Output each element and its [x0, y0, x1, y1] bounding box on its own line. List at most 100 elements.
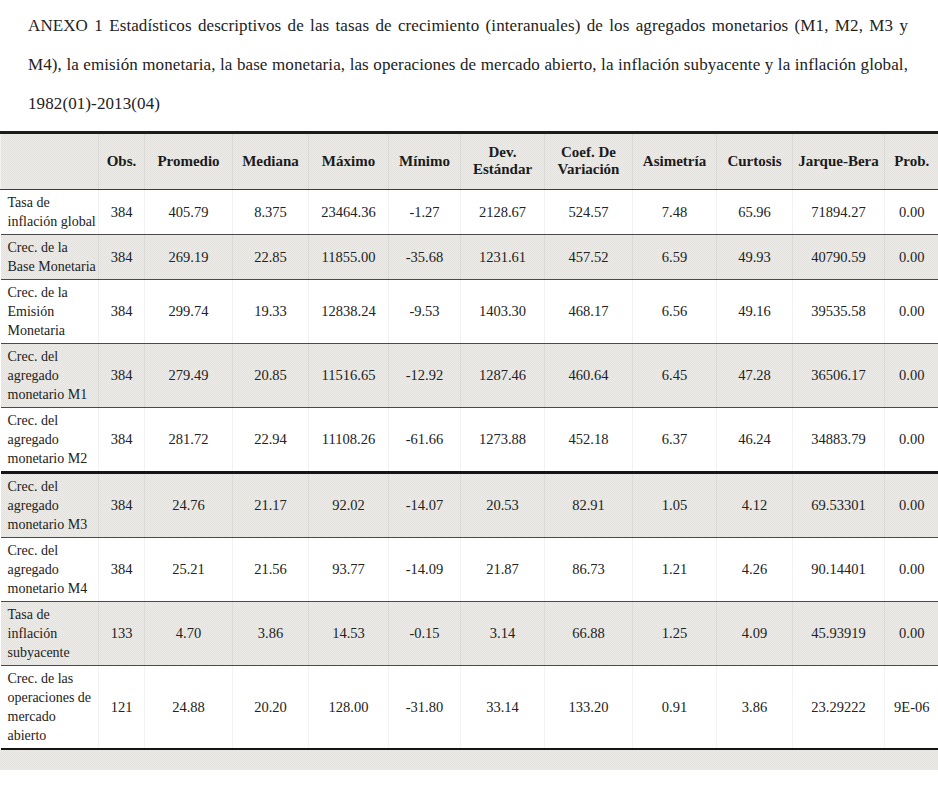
table-cell: 3.86	[717, 666, 793, 750]
table-row: Crec. de la Emisión Monetaria384299.7419…	[1, 280, 938, 344]
table-cell: -0.15	[389, 602, 461, 666]
header-row: Obs. Promedio Mediana Máximo Mínimo Dev.…	[1, 133, 938, 190]
table-cell: 4.09	[717, 602, 793, 666]
table-cell: 128.00	[309, 666, 389, 750]
table-cell: 405.79	[145, 190, 233, 235]
table-cell: 23.29222	[793, 666, 885, 750]
table-cell: 12838.24	[309, 280, 389, 344]
table-cell: -12.92	[389, 344, 461, 408]
row-label: Crec. del agregado monetario M1	[1, 344, 99, 408]
table-cell: 281.72	[145, 408, 233, 473]
table-cell: 384	[99, 235, 145, 280]
table-cell: 2128.67	[461, 190, 545, 235]
table-row: Crec. del agregado monetario M2384281.72…	[1, 408, 938, 473]
table-cell: 20.85	[233, 344, 309, 408]
table-row: Crec. de las operaciones de mercado abie…	[1, 666, 938, 750]
table-cell: 384	[99, 190, 145, 235]
cutoff-row-strip	[0, 750, 938, 770]
table-cell: 0.91	[633, 666, 717, 750]
table-cell: 23464.36	[309, 190, 389, 235]
table-cell: 39535.58	[793, 280, 885, 344]
table-cell: 66.88	[545, 602, 633, 666]
table-cell: 45.93919	[793, 602, 885, 666]
table-cell: 6.56	[633, 280, 717, 344]
table-cell: 121	[99, 666, 145, 750]
table-cell: 69.53301	[793, 473, 885, 538]
table-cell: 0.00	[885, 280, 938, 344]
header-cell-dev-estandar: Dev. Estándar	[461, 133, 545, 190]
table-cell: 90.14401	[793, 538, 885, 602]
table-cell: 384	[99, 408, 145, 473]
table-cell: 24.76	[145, 473, 233, 538]
table-cell: 0.00	[885, 602, 938, 666]
table-cell: 0.00	[885, 344, 938, 408]
table-cell: 20.20	[233, 666, 309, 750]
table-cell: 0.00	[885, 473, 938, 538]
table-cell: 1287.46	[461, 344, 545, 408]
table-cell: 0.00	[885, 235, 938, 280]
table-cell: 6.37	[633, 408, 717, 473]
table-cell: 7.48	[633, 190, 717, 235]
table-row: Tasa de inflación global384405.798.37523…	[1, 190, 938, 235]
table-row: Crec. del agregado monetario M1384279.49…	[1, 344, 938, 408]
table-cell: 133.20	[545, 666, 633, 750]
table-cell: 452.18	[545, 408, 633, 473]
table-cell: -14.09	[389, 538, 461, 602]
table-cell: 46.24	[717, 408, 793, 473]
table-header: Obs. Promedio Mediana Máximo Mínimo Dev.…	[1, 133, 938, 190]
table-cell: 86.73	[545, 538, 633, 602]
table-cell: 21.87	[461, 538, 545, 602]
row-label: Crec. del agregado monetario M2	[1, 408, 99, 473]
header-cell-rowlabel	[1, 133, 99, 190]
table-cell: 47.28	[717, 344, 793, 408]
table-cell: 384	[99, 280, 145, 344]
table-cell: 1273.88	[461, 408, 545, 473]
header-cell-asimetria: Asimetría	[633, 133, 717, 190]
table-cell: 14.53	[309, 602, 389, 666]
table-cell: 22.94	[233, 408, 309, 473]
header-cell-minimo: Mínimo	[389, 133, 461, 190]
table-cell: 21.17	[233, 473, 309, 538]
row-label: Crec. de la Emisión Monetaria	[1, 280, 99, 344]
header-cell-curtosis: Curtosis	[717, 133, 793, 190]
table-cell: -35.68	[389, 235, 461, 280]
table-cell: -9.53	[389, 280, 461, 344]
table-row: Tasa de inflación subyacente1334.703.861…	[1, 602, 938, 666]
table-title: ANEXO 1 Estadísticos descriptivos de las…	[28, 6, 908, 123]
table-cell: -1.27	[389, 190, 461, 235]
header-cell-mediana: Mediana	[233, 133, 309, 190]
table-cell: 20.53	[461, 473, 545, 538]
table-cell: 1.21	[633, 538, 717, 602]
table-cell: 9E-06	[885, 666, 938, 750]
table-cell: 6.59	[633, 235, 717, 280]
table-cell: 82.91	[545, 473, 633, 538]
table-cell: 0.00	[885, 538, 938, 602]
row-label: Tasa de inflación subyacente	[1, 602, 99, 666]
table-cell: 0.00	[885, 408, 938, 473]
table-cell: 1.25	[633, 602, 717, 666]
table-cell: 8.375	[233, 190, 309, 235]
table-cell: -61.66	[389, 408, 461, 473]
table-cell: -31.80	[389, 666, 461, 750]
table-cell: 49.16	[717, 280, 793, 344]
table-row: Crec. del agregado monetario M338424.762…	[1, 473, 938, 538]
header-cell-maximo: Máximo	[309, 133, 389, 190]
table-cell: 49.93	[717, 235, 793, 280]
table-cell: 33.14	[461, 666, 545, 750]
table-cell: 1403.30	[461, 280, 545, 344]
table-cell: 19.33	[233, 280, 309, 344]
table-cell: 11108.26	[309, 408, 389, 473]
table-cell: 22.85	[233, 235, 309, 280]
statistics-table: Obs. Promedio Mediana Máximo Mínimo Dev.…	[0, 131, 938, 750]
table-cell: 384	[99, 473, 145, 538]
table-cell: 71894.27	[793, 190, 885, 235]
row-label: Crec. de la Base Monetaria	[1, 235, 99, 280]
table-body: Tasa de inflación global384405.798.37523…	[1, 190, 938, 750]
header-cell-promedio: Promedio	[145, 133, 233, 190]
row-label: Crec. del agregado monetario M3	[1, 473, 99, 538]
table-cell: 4.26	[717, 538, 793, 602]
table-cell: 0.00	[885, 190, 938, 235]
table-cell: 36506.17	[793, 344, 885, 408]
table-cell: 279.49	[145, 344, 233, 408]
table-cell: 34883.79	[793, 408, 885, 473]
